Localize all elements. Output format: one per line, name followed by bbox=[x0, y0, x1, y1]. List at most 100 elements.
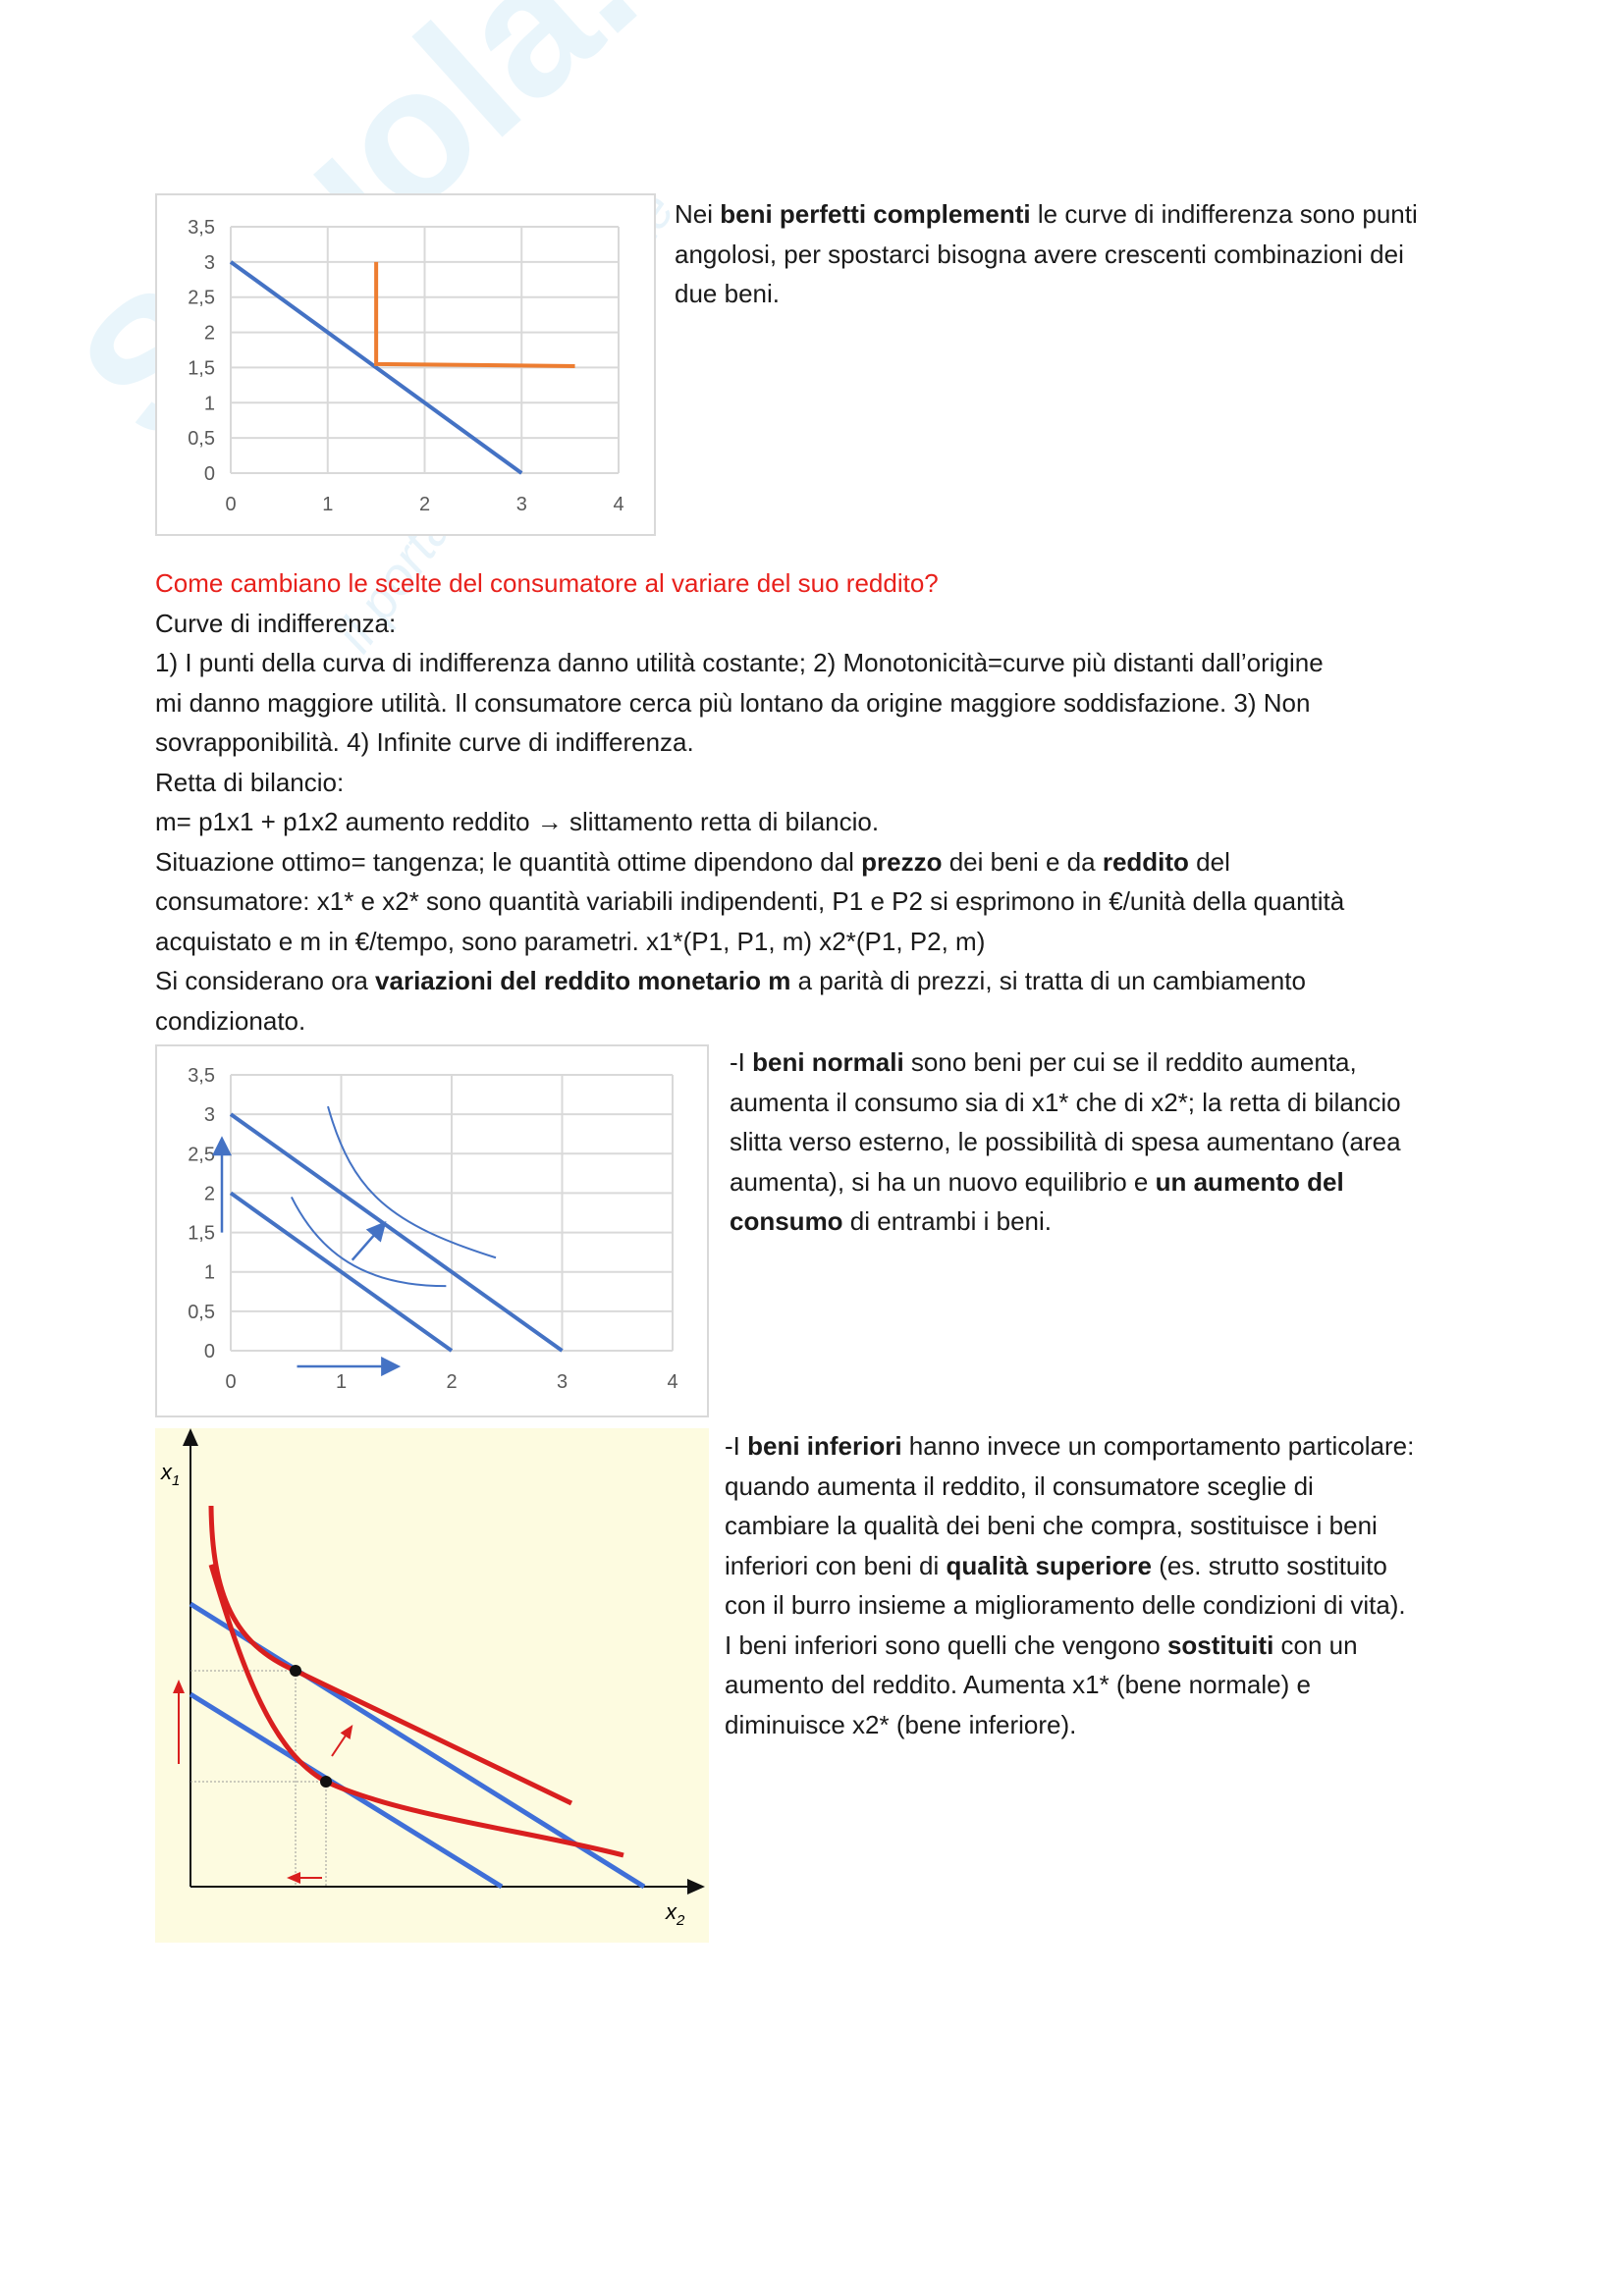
x-axis-label: x2 bbox=[665, 1899, 685, 1929]
text-segment: (es. strutto sostituito bbox=[1151, 1550, 1387, 1580]
bold-term: reddito bbox=[1102, 846, 1189, 877]
text-segment: con il burro insieme a miglioramento del… bbox=[725, 1590, 1406, 1620]
diagram-inferior-goods-svg: x1 x2 bbox=[160, 1428, 705, 1929]
text-line: diminuisce x2* (bene inferiore). bbox=[725, 1705, 1414, 1745]
text-segment: due beni. bbox=[675, 279, 780, 308]
y-tick-label: 1 bbox=[204, 1262, 215, 1284]
budget-line bbox=[229, 1112, 564, 1353]
y-tick-label: 1,5 bbox=[188, 357, 215, 379]
text-segment: aumenta il consumo sia di x1* che di x2*… bbox=[730, 1087, 1401, 1117]
text-segment: inferiori con beni di bbox=[725, 1550, 947, 1580]
text-segment: aumento del reddito. Aumenta x1* (bene n… bbox=[725, 1670, 1311, 1699]
equilibrium-point-old bbox=[320, 1776, 332, 1788]
y-tick-label: 3,5 bbox=[188, 1065, 215, 1087]
bold-term: beni inferiori bbox=[747, 1431, 902, 1461]
bold-term: qualità superiore bbox=[946, 1550, 1152, 1580]
indifference-curve-high bbox=[208, 1505, 573, 1806]
indifference-curve bbox=[290, 1196, 447, 1288]
chart-normal-goods: 0 0,5 1 1,5 2 2,5 3 3,5 0 1 2 3 4 bbox=[155, 1044, 709, 1417]
bold-term: prezzo bbox=[861, 846, 943, 877]
text-line: consumatore: x1* e x2* sono quantità var… bbox=[155, 881, 1344, 922]
text-segment: angolosi, per spostarci bisogna avere cr… bbox=[675, 239, 1404, 269]
text-segment: a parità di prezzi, si tratta di un camb… bbox=[790, 966, 1306, 995]
text-line: angolosi, per spostarci bisogna avere cr… bbox=[675, 235, 1418, 275]
text-segment: Nei bbox=[675, 199, 721, 229]
bold-term: consumo bbox=[730, 1206, 843, 1236]
text-line: I beni inferiori sono quelli che vengono… bbox=[725, 1626, 1414, 1666]
text-segment: di entrambi i beni. bbox=[842, 1206, 1053, 1236]
text-segment: hanno invece un comportamento particolar… bbox=[901, 1431, 1415, 1461]
chart-normal-goods-svg: 0 0,5 1 1,5 2 2,5 3 3,5 0 1 2 3 4 bbox=[188, 1065, 677, 1393]
text-line: 1) I punti della curva di indifferenza d… bbox=[155, 643, 1344, 683]
text-segment: slitta verso esterno, le possibilità di … bbox=[730, 1127, 1401, 1156]
text-line: sovrapponibilità. 4) Infinite curve di i… bbox=[155, 722, 1344, 763]
text-line: m= p1x1 + p1x2 aumento reddito → slittam… bbox=[155, 802, 1344, 842]
text-segment: Situazione ottimo= tangenza; le quantità… bbox=[155, 846, 862, 877]
x-tick-label: 4 bbox=[667, 1371, 677, 1393]
text-segment: Si considerano ora bbox=[155, 966, 376, 995]
text-line: cambiare la qualità dei beni che compra,… bbox=[725, 1506, 1414, 1546]
text-segment: Retta di bilancio: bbox=[155, 767, 345, 797]
chart-perfect-complements-svg: 0 0,5 1 1,5 2 2,5 3 3,5 0 1 2 3 4 bbox=[188, 217, 623, 515]
guide-lines bbox=[190, 1670, 327, 1887]
normal-goods-text: -I beni normali sono beni per cui se il … bbox=[730, 1042, 1401, 1242]
text-line: Nei beni perfetti complementi le curve d… bbox=[675, 194, 1418, 235]
y-tick-label: 3,5 bbox=[188, 217, 215, 239]
diagram-inferior-goods: x1 x2 bbox=[155, 1428, 709, 1943]
y-tick-label: 1 bbox=[204, 393, 215, 414]
text-segment: con un bbox=[1273, 1629, 1358, 1660]
text-line: -I beni normali sono beni per cui se il … bbox=[730, 1042, 1401, 1083]
text-segment: I beni inferiori sono quelli che vengono bbox=[725, 1629, 1167, 1660]
text-line: mi danno maggiore utilità. Il consumator… bbox=[155, 683, 1344, 723]
x-tick-label: 0 bbox=[225, 1371, 236, 1393]
y-tick-label: 0 bbox=[204, 463, 215, 485]
text-segment: sono beni per cui se il reddito aumenta, bbox=[903, 1047, 1357, 1077]
text-segment: consumatore: x1* e x2* sono quantità var… bbox=[155, 886, 1345, 916]
budget-line bbox=[229, 1191, 454, 1353]
text-segment: -I bbox=[725, 1431, 748, 1461]
bold-term: un aumento del bbox=[1155, 1166, 1344, 1197]
y-tick-label: 2,5 bbox=[188, 288, 215, 309]
y-tick-label: 1,5 bbox=[188, 1223, 215, 1245]
indifference-curve bbox=[327, 1105, 497, 1259]
chart-perfect-complements: 0 0,5 1 1,5 2 2,5 3 3,5 0 1 2 3 4 bbox=[155, 193, 656, 536]
text-line: consumo di entrambi i beni. bbox=[730, 1201, 1401, 1242]
text-segment: 1) I punti della curva di indifferenza d… bbox=[155, 648, 1324, 677]
x-tick-label: 3 bbox=[516, 494, 527, 515]
y-tick-label: 0,5 bbox=[188, 1302, 215, 1323]
text-segment: mi danno maggiore utilità. Il consumator… bbox=[155, 687, 1311, 718]
text-line: due beni. bbox=[675, 274, 1418, 314]
x-tick-label: 1 bbox=[336, 1371, 347, 1393]
text-line: aumenta il consumo sia di x1* che di x2*… bbox=[730, 1083, 1401, 1123]
text-segment: condizionato. bbox=[155, 1005, 306, 1036]
perfect-complements-text: Nei beni perfetti complementi le curve d… bbox=[675, 194, 1418, 314]
text-line: Si considerano ora variazioni del reddit… bbox=[155, 961, 1344, 1001]
y-tick-label: 2 bbox=[204, 1183, 215, 1204]
bold-term: beni perfetti complementi bbox=[720, 199, 1031, 229]
indifference-curve-complements bbox=[374, 261, 575, 368]
text-line: quando aumenta il reddito, il consumator… bbox=[725, 1467, 1414, 1507]
arrow-diagonal-icon bbox=[331, 1725, 353, 1757]
y-tick-label: 0,5 bbox=[188, 428, 215, 450]
inferior-goods-text: -I beni inferiori hanno invece un compor… bbox=[725, 1426, 1414, 1744]
text-segment: acquistato e m in €/tempo, sono parametr… bbox=[155, 926, 986, 956]
text-line: condizionato. bbox=[155, 1001, 1344, 1041]
y-tick-label: 3 bbox=[204, 1104, 215, 1126]
text-line: Retta di bilancio: bbox=[155, 763, 1344, 803]
bold-term: beni normali bbox=[752, 1047, 904, 1077]
text-segment: del bbox=[1188, 846, 1230, 877]
bold-term: sostituiti bbox=[1166, 1629, 1274, 1660]
y-axis-label: x1 bbox=[160, 1460, 180, 1489]
y-tick-label: 2 bbox=[204, 323, 215, 345]
text-line: acquistato e m in €/tempo, sono parametr… bbox=[155, 922, 1344, 962]
x-tick-label: 1 bbox=[322, 494, 333, 515]
arrow-icon bbox=[351, 1221, 387, 1261]
text-segment: dei beni e da bbox=[942, 846, 1103, 877]
text-line: -I beni inferiori hanno invece un compor… bbox=[725, 1426, 1414, 1467]
indifference-curve-low bbox=[208, 1564, 624, 1858]
text-segment: Curve di indifferenza: bbox=[155, 608, 397, 638]
text-segment: diminuisce x2* (bene inferiore). bbox=[725, 1709, 1077, 1739]
y-tick-label: 2,5 bbox=[188, 1144, 215, 1165]
text-line: aumenta), si ha un nuovo equilibrio e un… bbox=[730, 1162, 1401, 1202]
text-segment: m= p1x1 + p1x2 aumento reddito → slittam… bbox=[155, 807, 880, 836]
